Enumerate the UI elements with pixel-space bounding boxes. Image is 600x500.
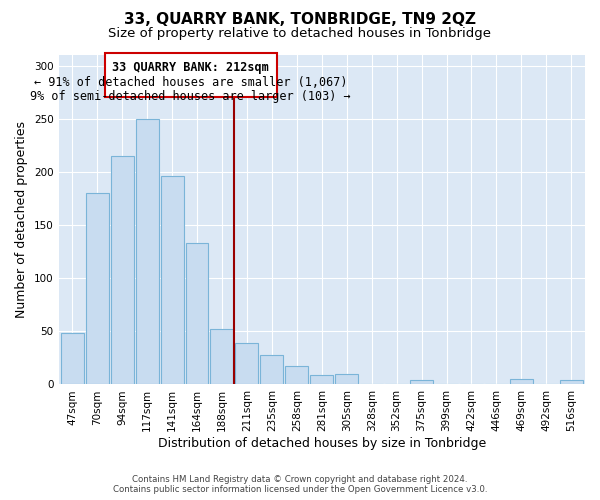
Text: 9% of semi-detached houses are larger (103) →: 9% of semi-detached houses are larger (1… xyxy=(31,90,351,103)
Bar xyxy=(510,379,533,384)
Text: Size of property relative to detached houses in Tonbridge: Size of property relative to detached ho… xyxy=(109,28,491,40)
Bar xyxy=(161,176,184,384)
Bar xyxy=(211,329,233,384)
Bar xyxy=(185,243,208,384)
Text: 33, QUARRY BANK, TONBRIDGE, TN9 2QZ: 33, QUARRY BANK, TONBRIDGE, TN9 2QZ xyxy=(124,12,476,28)
Bar xyxy=(136,119,158,384)
Bar xyxy=(335,374,358,384)
Bar xyxy=(410,380,433,384)
Bar xyxy=(86,193,109,384)
Y-axis label: Number of detached properties: Number of detached properties xyxy=(16,121,28,318)
Bar xyxy=(235,343,259,384)
Bar xyxy=(560,380,583,384)
FancyBboxPatch shape xyxy=(104,53,277,98)
Bar xyxy=(310,375,333,384)
Text: ← 91% of detached houses are smaller (1,067): ← 91% of detached houses are smaller (1,… xyxy=(34,76,347,89)
Bar xyxy=(61,334,84,384)
X-axis label: Distribution of detached houses by size in Tonbridge: Distribution of detached houses by size … xyxy=(158,437,486,450)
Text: Contains HM Land Registry data © Crown copyright and database right 2024.
Contai: Contains HM Land Registry data © Crown c… xyxy=(113,474,487,494)
Bar xyxy=(286,366,308,384)
Bar xyxy=(110,156,134,384)
Text: 33 QUARRY BANK: 212sqm: 33 QUARRY BANK: 212sqm xyxy=(112,62,269,74)
Bar xyxy=(260,354,283,384)
